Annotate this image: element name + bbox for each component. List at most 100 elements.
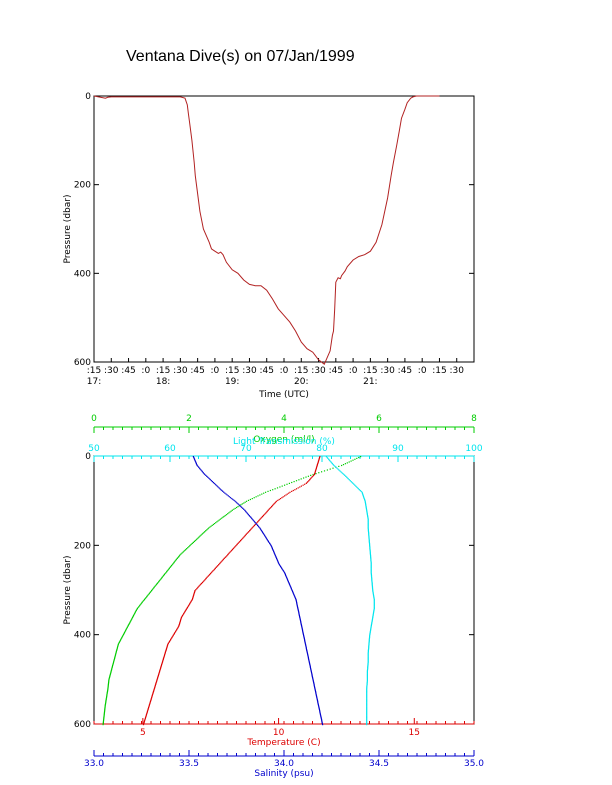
salinity-point xyxy=(307,653,309,655)
oxygen-point xyxy=(194,540,196,542)
dive-profile-x-tick-label: :0 xyxy=(280,366,289,376)
temperature-point xyxy=(182,614,184,616)
oxygen-point xyxy=(159,579,161,581)
light-transmission-point xyxy=(368,536,370,538)
oxygen-point xyxy=(156,582,158,585)
light-transmission-point xyxy=(366,703,368,705)
temperature-point xyxy=(205,577,207,579)
temperature-point xyxy=(184,610,186,612)
oxygen-point xyxy=(110,669,113,671)
salinity-point xyxy=(267,540,269,542)
salinity-point xyxy=(207,476,209,478)
light-transmission-point xyxy=(362,495,364,497)
light-transmission-point xyxy=(356,486,358,488)
light-transmission-point xyxy=(364,501,366,503)
dive-profile-y-axis: 0 200 400 600 xyxy=(74,92,474,368)
salinity-point xyxy=(234,500,236,502)
temperature-point xyxy=(238,541,240,543)
salinity-point xyxy=(255,523,257,525)
oxygen-point xyxy=(145,597,147,599)
temperature-point xyxy=(150,699,152,702)
temperature-point xyxy=(227,553,229,555)
light-transmission-point xyxy=(344,474,346,476)
oxygen-point xyxy=(298,479,300,481)
light-transmission-point xyxy=(373,611,375,613)
oxygen-point xyxy=(121,637,123,639)
salinity-point xyxy=(307,657,310,660)
light-transmission-point xyxy=(366,679,368,681)
light-transmission-point xyxy=(366,715,368,717)
light-transmission-point xyxy=(331,462,333,464)
oxygen-point xyxy=(332,467,334,469)
salinity-point xyxy=(311,674,313,677)
salinity-point xyxy=(302,630,304,632)
light-transmission-point xyxy=(367,515,369,517)
dive-profile-hour-label: 19: xyxy=(225,377,239,387)
oxygen-point xyxy=(161,577,163,579)
salinity-point xyxy=(235,501,237,503)
temperature-point xyxy=(258,519,260,521)
light-transmission-point xyxy=(369,543,371,545)
salinity-point xyxy=(314,689,316,691)
temperature-point xyxy=(190,600,192,602)
oxygen-point xyxy=(105,700,107,702)
oxygen-point xyxy=(146,595,148,597)
light-transmission-point xyxy=(365,506,367,509)
salinity-point xyxy=(320,716,322,719)
dive-profile-x-tick-label: :0 xyxy=(349,366,358,376)
temperature-point xyxy=(248,531,250,533)
temperature-point xyxy=(143,721,145,723)
light-transmission-point xyxy=(370,567,372,569)
salinity-point xyxy=(280,565,282,568)
salinity-point xyxy=(307,654,309,656)
light-transmission-point xyxy=(366,690,368,693)
oxygen-point xyxy=(128,623,130,626)
light-transmission-point xyxy=(366,704,368,706)
oxygen-point xyxy=(127,624,129,626)
light-transmission-point xyxy=(365,508,368,510)
oxygen-point xyxy=(247,499,250,501)
oxygen-point xyxy=(144,598,146,600)
oxygen-point xyxy=(111,668,113,670)
temperature-point xyxy=(172,635,174,637)
oxygen-point xyxy=(188,546,190,548)
salinity-point xyxy=(309,663,311,665)
oxygen-point xyxy=(137,607,139,609)
light-transmission-point xyxy=(369,635,371,637)
salinity-point xyxy=(304,639,306,641)
temperature-point xyxy=(284,495,286,497)
oxygen-point xyxy=(243,502,245,504)
oxygen-point xyxy=(284,484,286,486)
light-transmission-point xyxy=(373,602,375,604)
light-transmission-point xyxy=(370,562,372,564)
light-transmission-point xyxy=(373,603,375,605)
salinity-point xyxy=(258,526,260,528)
salinity-point xyxy=(298,613,300,615)
salinity-point xyxy=(302,631,304,633)
salinity-point xyxy=(231,498,233,500)
temperature-point xyxy=(168,641,170,643)
light-transmission-point xyxy=(372,616,374,618)
dive-profile-x-tick-label: :15 xyxy=(225,366,239,376)
light-transmission-point xyxy=(366,670,368,672)
temperature-point xyxy=(211,571,213,573)
temperature-point xyxy=(146,711,148,713)
oxygen-point xyxy=(246,500,248,502)
light-transmission-point xyxy=(372,615,374,617)
light-transmission-point xyxy=(370,572,372,574)
salinity-point xyxy=(318,708,320,710)
light-transmission-point xyxy=(368,540,370,543)
light-transmission-point xyxy=(370,623,373,626)
oxygen-point xyxy=(251,498,253,500)
oxygen-point xyxy=(155,584,157,586)
light-transmission-point xyxy=(373,599,375,601)
temperature-point xyxy=(201,582,203,584)
temperature-point xyxy=(317,461,319,463)
salinity-point xyxy=(321,721,323,723)
salinity-point xyxy=(308,659,310,661)
temperature-point xyxy=(278,498,280,501)
temperature-point xyxy=(264,513,266,515)
temperature-point xyxy=(251,527,253,529)
temperature-point xyxy=(154,687,156,689)
salinity-point xyxy=(306,651,308,653)
